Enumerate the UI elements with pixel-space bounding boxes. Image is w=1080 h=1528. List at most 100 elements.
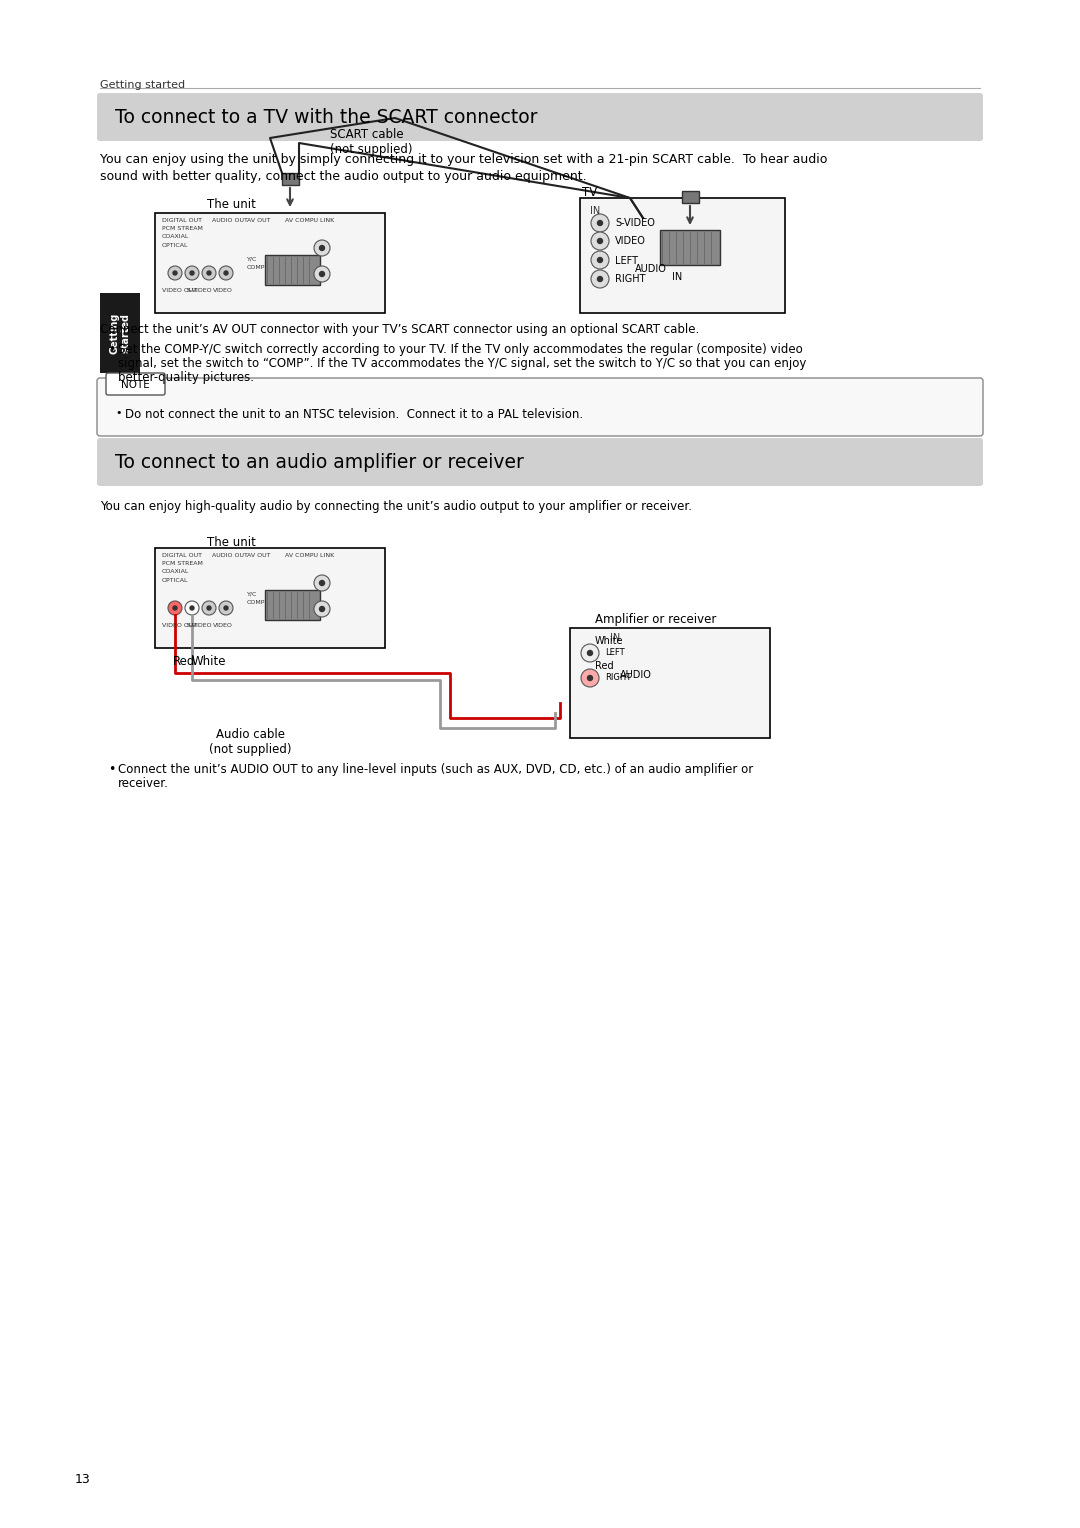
Text: signal, set the switch to “COMP”. If the TV accommodates the Y/C signal, set the: signal, set the switch to “COMP”. If the… — [118, 358, 807, 370]
Circle shape — [224, 607, 228, 610]
Text: IN: IN — [590, 206, 600, 215]
Text: AV OUT: AV OUT — [247, 553, 270, 558]
Text: Connect the unit’s AUDIO OUT to any line-level inputs (such as AUX, DVD, CD, etc: Connect the unit’s AUDIO OUT to any line… — [118, 762, 753, 776]
Text: VIDEO OUT: VIDEO OUT — [162, 287, 198, 293]
Text: PCM STREAM: PCM STREAM — [162, 561, 203, 565]
Text: VIDEO: VIDEO — [213, 287, 233, 293]
Text: 13: 13 — [75, 1473, 91, 1487]
Text: RIGHT: RIGHT — [615, 274, 646, 284]
Text: Getting started: Getting started — [100, 79, 185, 90]
Bar — [265, 590, 320, 620]
Text: White: White — [192, 656, 227, 668]
Text: PCM STREAM: PCM STREAM — [162, 226, 203, 231]
Circle shape — [597, 258, 603, 263]
Text: VIDEO OUT: VIDEO OUT — [162, 623, 198, 628]
Circle shape — [173, 270, 177, 275]
Text: Connect the unit’s AV OUT connector with your TV’s SCART connector using an opti: Connect the unit’s AV OUT connector with… — [100, 322, 699, 336]
Circle shape — [168, 601, 183, 614]
Text: AV COMPU LINK: AV COMPU LINK — [285, 219, 334, 223]
FancyBboxPatch shape — [97, 439, 983, 486]
Circle shape — [314, 601, 330, 617]
Circle shape — [591, 232, 609, 251]
Text: Y/C: Y/C — [247, 591, 257, 596]
Text: The unit: The unit — [207, 536, 256, 549]
Circle shape — [173, 607, 177, 610]
Circle shape — [597, 277, 603, 281]
Circle shape — [185, 266, 199, 280]
Text: TV: TV — [582, 186, 597, 199]
Text: IN: IN — [610, 633, 620, 643]
Bar — [681, 191, 699, 203]
Text: The unit: The unit — [207, 199, 256, 211]
Circle shape — [202, 601, 216, 614]
Text: COMP: COMP — [247, 264, 266, 270]
Text: AV COMPU LINK: AV COMPU LINK — [285, 553, 334, 558]
Text: S-VIDEO: S-VIDEO — [187, 287, 213, 293]
FancyBboxPatch shape — [106, 373, 165, 396]
Text: RIGHT: RIGHT — [605, 672, 631, 681]
Text: Red: Red — [173, 656, 195, 668]
Text: •: • — [108, 762, 116, 776]
Circle shape — [597, 238, 603, 243]
Text: To connect to a TV with the SCART connector: To connect to a TV with the SCART connec… — [114, 108, 538, 127]
Circle shape — [219, 266, 233, 280]
Circle shape — [320, 581, 324, 585]
Bar — [265, 255, 320, 286]
Text: Getting
started: Getting started — [109, 312, 131, 353]
Text: •: • — [108, 342, 116, 356]
Circle shape — [588, 675, 593, 680]
Text: DIGITAL OUT: DIGITAL OUT — [162, 553, 202, 558]
Circle shape — [219, 601, 233, 614]
Text: IN: IN — [672, 272, 683, 283]
Text: You can enjoy using the unit by simply connecting it to your television set with: You can enjoy using the unit by simply c… — [100, 153, 827, 167]
Bar — [156, 212, 384, 313]
Text: Set the COMP-Y/C switch correctly according to your TV. If the TV only accommoda: Set the COMP-Y/C switch correctly accord… — [118, 342, 802, 356]
Circle shape — [190, 607, 194, 610]
Text: AUDIO: AUDIO — [635, 264, 666, 274]
Text: SCART cable
(not supplied): SCART cable (not supplied) — [330, 128, 413, 156]
Circle shape — [320, 246, 324, 251]
Circle shape — [207, 607, 211, 610]
Bar — [156, 549, 384, 648]
Text: VIDEO: VIDEO — [213, 623, 233, 628]
Text: DIGITAL OUT: DIGITAL OUT — [162, 219, 202, 223]
Bar — [282, 173, 299, 185]
Text: receiver.: receiver. — [118, 778, 168, 790]
Text: NOTE: NOTE — [121, 380, 149, 390]
Circle shape — [168, 266, 183, 280]
Text: AUDIO OUT: AUDIO OUT — [212, 219, 248, 223]
Text: •: • — [114, 408, 121, 419]
Circle shape — [591, 251, 609, 269]
Text: OPTICAL: OPTICAL — [162, 578, 189, 584]
Bar — [580, 199, 785, 313]
Text: COAXIAL: COAXIAL — [162, 568, 189, 575]
Text: OPTICAL: OPTICAL — [162, 243, 189, 248]
Bar — [660, 231, 720, 264]
Text: better-quality pictures.: better-quality pictures. — [118, 371, 254, 384]
Text: Do not connect the unit to an NTSC television.  Connect it to a PAL television.: Do not connect the unit to an NTSC telev… — [125, 408, 583, 422]
Circle shape — [581, 643, 599, 662]
Circle shape — [185, 601, 199, 614]
Circle shape — [314, 240, 330, 257]
Text: S-VIDEO: S-VIDEO — [187, 623, 213, 628]
Text: AV OUT: AV OUT — [247, 219, 270, 223]
Text: Red: Red — [595, 662, 613, 671]
Circle shape — [591, 270, 609, 287]
Text: AUDIO: AUDIO — [620, 669, 652, 680]
FancyBboxPatch shape — [97, 377, 983, 435]
Text: LEFT: LEFT — [615, 257, 638, 266]
FancyBboxPatch shape — [97, 93, 983, 141]
Circle shape — [588, 651, 593, 656]
Text: Audio cable
(not supplied): Audio cable (not supplied) — [208, 727, 292, 756]
Text: Amplifier or receiver: Amplifier or receiver — [595, 613, 716, 626]
Text: S-VIDEO: S-VIDEO — [615, 219, 654, 228]
Circle shape — [207, 270, 211, 275]
Circle shape — [581, 669, 599, 688]
Circle shape — [314, 575, 330, 591]
Circle shape — [591, 214, 609, 232]
Bar — [570, 628, 770, 738]
Text: sound with better quality, connect the audio output to your audio equipment.: sound with better quality, connect the a… — [100, 170, 586, 183]
Circle shape — [320, 272, 324, 277]
Circle shape — [224, 270, 228, 275]
Text: LEFT: LEFT — [605, 648, 624, 657]
